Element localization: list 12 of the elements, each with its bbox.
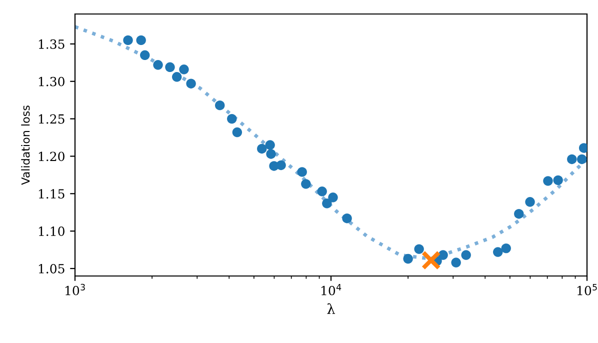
y-tick-label: 1.15 [38, 189, 64, 199]
y-axis-title: Validation loss [21, 106, 30, 185]
y-tick-label: 1.35 [38, 39, 64, 49]
x-tick-label: 10$^{5}$ [578, 284, 597, 296]
y-tick-label: 1.05 [38, 264, 64, 274]
x-tick-label: 10$^{4}$ [322, 284, 342, 296]
x-axis-title: λ [327, 303, 336, 314]
y-tick-label: 1.10 [38, 226, 64, 236]
y-tick-label: 1.25 [38, 114, 64, 124]
y-tick-label: 1.20 [38, 152, 64, 162]
x-tick-label: 10$^{3}$ [66, 284, 85, 296]
y-tick-label: 1.30 [38, 76, 64, 86]
